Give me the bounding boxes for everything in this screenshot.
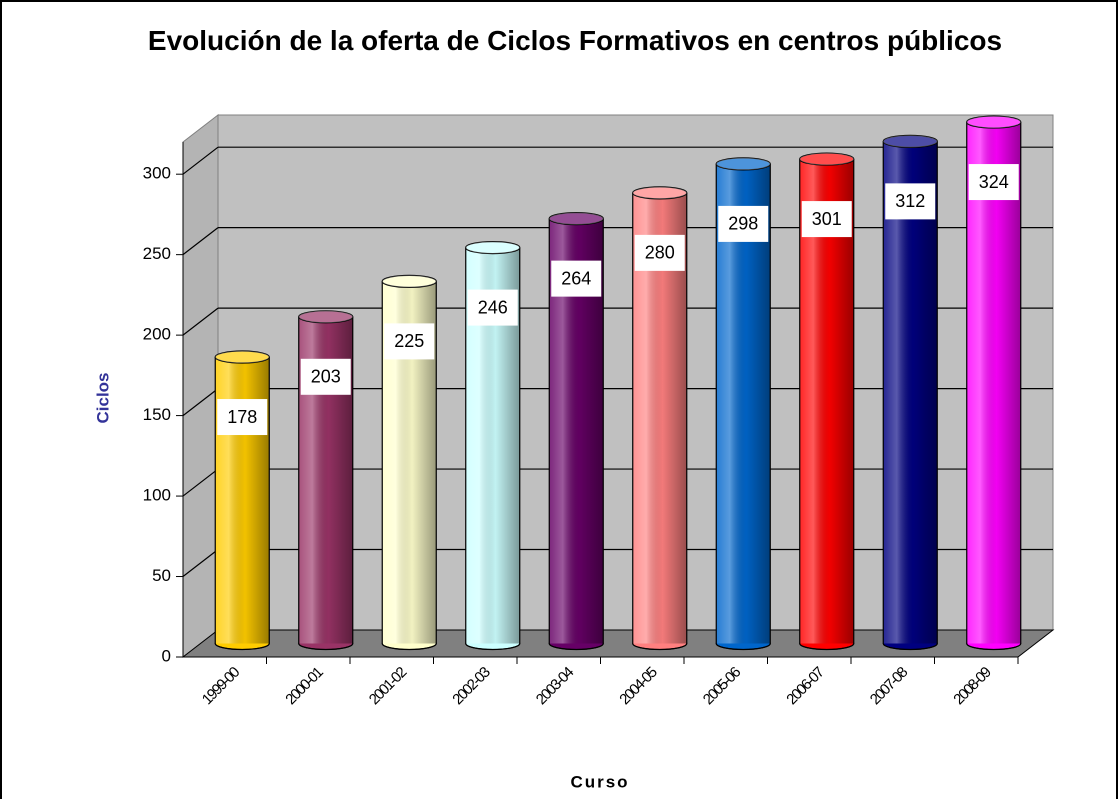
bar-top-shine	[549, 212, 604, 225]
value-label: 312	[895, 191, 925, 211]
y-tick-label: 150	[143, 405, 171, 424]
x-tick-label: 1999-00	[199, 664, 243, 708]
bar-top	[214, 350, 270, 364]
value-label: 246	[478, 297, 508, 317]
value-label: 264	[561, 268, 591, 288]
x-tick-label: 2005-06	[700, 664, 744, 708]
bar-top-shine	[632, 186, 687, 199]
y-tick-label: 200	[143, 325, 171, 344]
value-label-box	[467, 289, 518, 326]
bar-top-shine	[215, 351, 270, 364]
bar-group: 301	[799, 152, 855, 651]
x-tick-label: 2004-05	[616, 664, 660, 708]
x-tick-label: 2002-03	[449, 664, 493, 708]
grid-line	[182, 549, 219, 578]
bar-top	[715, 157, 771, 171]
x-tick-label: 2000-01	[282, 664, 326, 708]
chart-title: Evolución de la oferta de Ciclos Formati…	[147, 25, 1003, 56]
bar-outline	[298, 316, 354, 651]
value-label-box	[968, 164, 1019, 201]
bar-outline	[548, 218, 604, 651]
x-tick-label: 2003-04	[533, 664, 577, 708]
bar-group: 246	[465, 240, 521, 651]
value-label: 324	[979, 172, 1009, 192]
x-axis-title: Curso	[570, 772, 629, 791]
value-label-box	[384, 323, 435, 360]
value-label: 298	[728, 214, 758, 234]
bar-outline	[465, 247, 521, 651]
bar-top-shine	[883, 135, 938, 148]
bar-shading	[883, 141, 938, 644]
bar-top	[465, 240, 521, 255]
y-tick-label: 0	[162, 646, 171, 665]
y-tick-label: 50	[152, 566, 171, 585]
bar-outline	[882, 141, 938, 651]
y-tick-label: 100	[143, 486, 171, 505]
y-tick-label: 250	[143, 244, 171, 263]
grid-line	[182, 146, 219, 175]
bar-top	[632, 186, 688, 200]
value-label-box	[801, 201, 852, 238]
value-label-box	[718, 205, 769, 242]
bar-top	[966, 115, 1022, 129]
value-label: 301	[812, 209, 842, 229]
x-tick-label: 2006-07	[783, 664, 827, 708]
bar-shading	[716, 163, 771, 644]
bar-shading	[799, 159, 854, 644]
value-label-box	[551, 260, 602, 297]
bar-group: 178	[214, 350, 270, 651]
bar-top	[381, 274, 437, 288]
grid-line	[182, 468, 219, 497]
grid-line	[182, 307, 219, 336]
bar-top-shine	[966, 116, 1021, 129]
bar-group: 203	[298, 310, 354, 651]
bar-shading	[966, 122, 1021, 644]
side-wall	[182, 113, 219, 659]
bar-group: 298	[715, 157, 771, 651]
bar-top-shine	[382, 275, 437, 288]
bar-top-shine	[298, 310, 353, 323]
bar-group: 225	[381, 274, 437, 651]
bar-top-shine	[716, 157, 771, 170]
bar-top-shine	[799, 153, 854, 166]
bar-outline	[715, 163, 771, 651]
bar-top-shine	[465, 241, 520, 254]
value-label-box	[634, 234, 685, 271]
x-tick-label: 2001-02	[366, 664, 410, 708]
bar-top	[298, 310, 354, 324]
value-label: 203	[311, 367, 341, 387]
bar-outline	[632, 192, 688, 651]
value-label-box	[885, 183, 936, 220]
y-axis-title: Ciclos	[93, 372, 112, 423]
value-label-box	[217, 399, 268, 436]
x-tick-label: 2007-08	[867, 664, 911, 708]
bar-group: 280	[632, 186, 688, 651]
value-label: 178	[227, 407, 257, 427]
value-label: 225	[394, 331, 424, 351]
value-label: 280	[645, 243, 675, 263]
bar-group: 324	[966, 115, 1022, 651]
value-label-box	[300, 358, 351, 395]
bar-outline	[214, 357, 270, 651]
bar-top	[548, 212, 604, 226]
bar-outline	[966, 122, 1022, 651]
grid-line	[182, 388, 219, 417]
bar-group: 312	[882, 134, 938, 651]
bar-outline	[799, 159, 855, 651]
bar-top	[882, 134, 938, 148]
bar-outline	[381, 281, 437, 651]
x-tick-label: 2008-09	[950, 664, 994, 708]
grid-line	[182, 227, 219, 256]
bar-group: 264	[548, 212, 604, 651]
y-tick-label: 300	[143, 164, 171, 183]
bar-top	[799, 152, 855, 166]
